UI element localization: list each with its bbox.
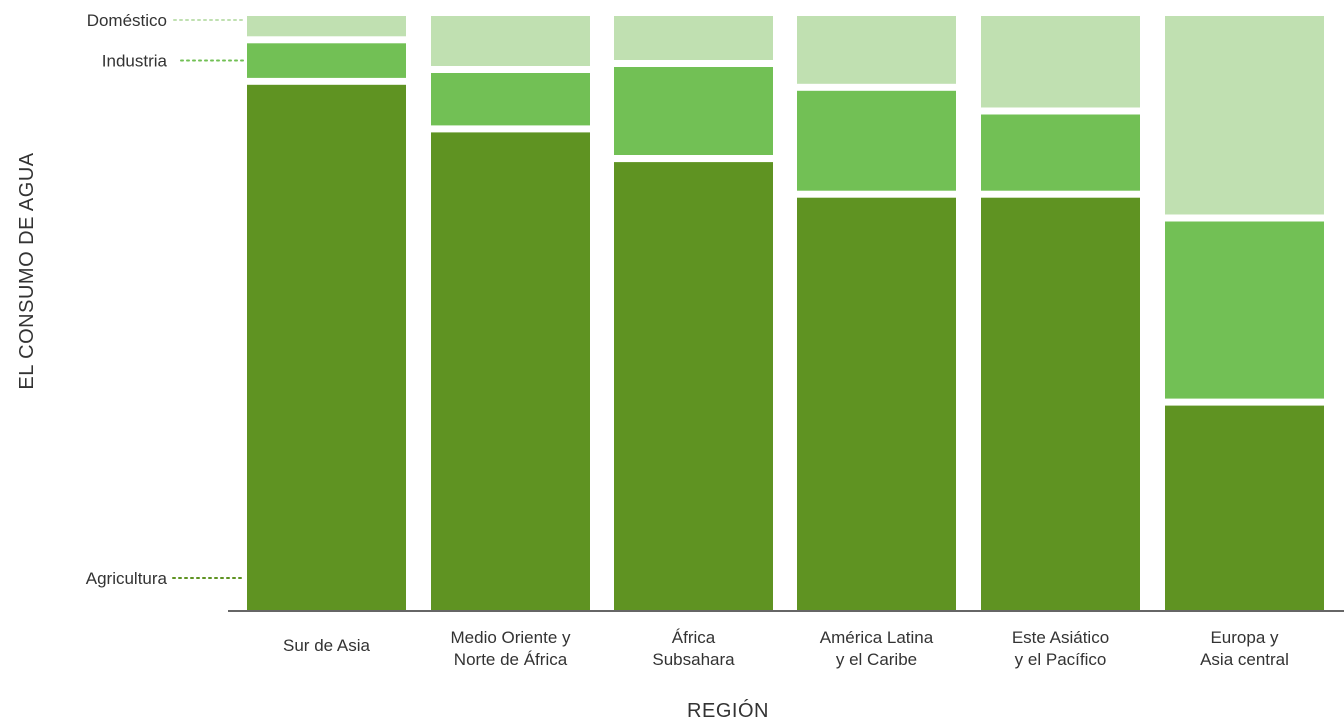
bar-segment-doméstico-5: [1165, 16, 1324, 215]
bar-segment-doméstico-1: [431, 16, 590, 66]
legend-label-agricultura: Agricultura: [86, 569, 168, 588]
x-axis-title: REGIÓN: [687, 699, 769, 722]
category-label-2: África Subsahara: [652, 628, 735, 669]
bar-segment-industria-3: [797, 90, 956, 191]
category-label-3: América Latina y el Caribe: [820, 628, 934, 669]
bar-segment-agricultura-3: [797, 197, 956, 610]
bar-segment-agricultura-2: [614, 162, 773, 610]
legend-label-doméstico: Doméstico: [87, 11, 167, 30]
y-axis-title: EL CONSUMO DE AGUA: [16, 152, 38, 389]
bar-segment-agricultura-5: [1165, 405, 1324, 610]
bar-segment-doméstico-0: [247, 16, 406, 37]
category-label-5: Europa y Asia central: [1200, 628, 1289, 669]
category-label-0: Sur de Asia: [283, 636, 370, 655]
category-label-1: Medio Oriente y Norte de África: [451, 628, 571, 669]
bar-segment-industria-2: [614, 67, 773, 155]
bar-segment-industria-0: [247, 43, 406, 78]
bar-segment-agricultura-4: [981, 197, 1140, 610]
bar-segment-industria-1: [431, 73, 590, 126]
bar-segment-agricultura-1: [431, 132, 590, 610]
category-label-4: Este Asiático y el Pacífico: [1012, 628, 1109, 669]
bar-segment-industria-5: [1165, 221, 1324, 399]
legend-label-industria: Industria: [102, 52, 168, 71]
bar-segment-industria-4: [981, 114, 1140, 191]
bar-segment-doméstico-4: [981, 16, 1140, 108]
bar-segment-doméstico-2: [614, 16, 773, 60]
bar-segment-doméstico-3: [797, 16, 956, 84]
bar-segment-agricultura-0: [247, 84, 406, 611]
